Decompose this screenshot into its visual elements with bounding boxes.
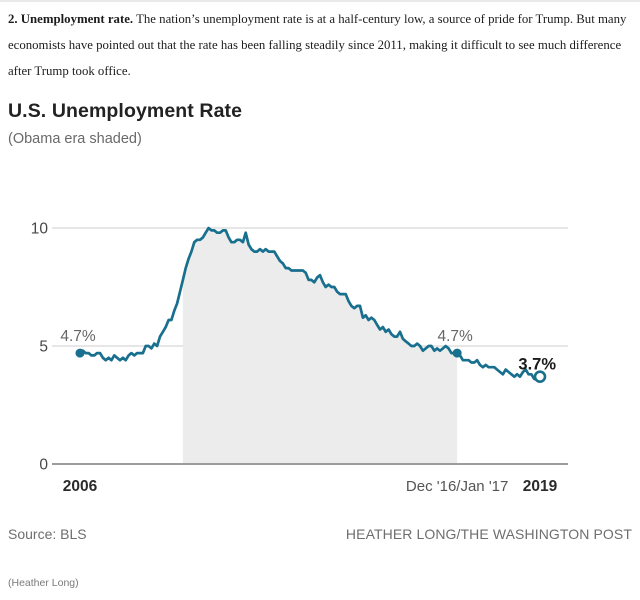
source-label: Source: BLS	[8, 526, 87, 542]
y-tick-label-0: 0	[39, 457, 48, 474]
x-tick-label: 2006	[63, 478, 98, 495]
unemployment-rate-line	[78, 226, 542, 381]
chart-title: U.S. Unemployment Rate	[8, 100, 243, 122]
credit-label: HEATHER LONG/THE WASHINGTON POST	[345, 526, 632, 542]
intro-lead: 2. Unemployment rate.	[8, 12, 134, 26]
y-tick-label-10: 10	[31, 221, 49, 238]
x-tick-label: 2019	[523, 478, 558, 495]
intro-paragraph: 2. Unemployment rate. The nation’s unemp…	[8, 6, 634, 84]
obama-era-shaded-region	[182, 228, 458, 464]
chart-subtitle: (Obama era shaded)	[8, 131, 142, 147]
top-divider	[0, 0, 640, 2]
end-point-open-dot	[533, 370, 547, 383]
value-annotation: 3.7%	[518, 356, 556, 374]
y-tick-label-5: 5	[39, 339, 48, 356]
x-tick-label: Dec '16/Jan '17	[406, 478, 508, 495]
data-point-dot	[452, 348, 462, 358]
value-annotation: 4.7%	[437, 328, 473, 345]
data-point-dot	[75, 348, 85, 358]
source-row: Source: BLS HEATHER LONG/THE WASHINGTON …	[8, 526, 632, 542]
photo-caption: (Heather Long)	[8, 577, 79, 589]
value-annotation: 4.7%	[60, 328, 96, 345]
intro-body: The nation’s unemployment rate is at a h…	[8, 12, 627, 78]
